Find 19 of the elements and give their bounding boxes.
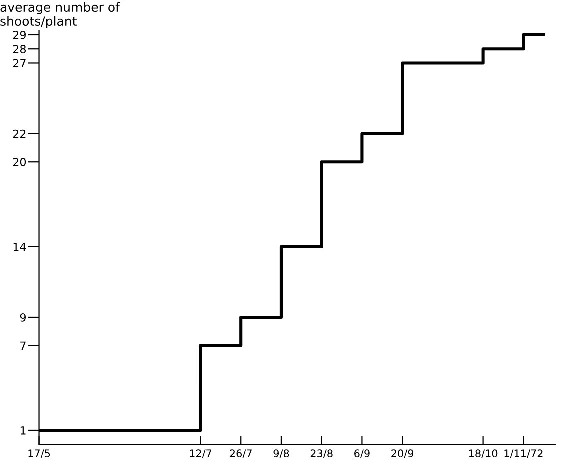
- x-tick-label: 26/7: [230, 450, 252, 458]
- x-tick-label: 23/8: [310, 450, 333, 458]
- y-tick-label: 20: [13, 158, 26, 166]
- x-tick-label: 17/5: [28, 450, 50, 458]
- x-tick-label: 6/9: [354, 450, 370, 458]
- y-axis-title: average number of shoots/plant: [0, 2, 120, 28]
- x-tick-label: 20/9: [392, 450, 414, 458]
- x-tick-label: 12/7: [190, 450, 212, 458]
- y-tick-label: 28: [13, 45, 26, 54]
- x-tick-label: 18/10: [469, 450, 498, 458]
- x-tick-label: 1/11/72: [504, 450, 543, 458]
- y-tick-label: 1: [20, 426, 26, 435]
- x-tick-label: 9/8: [274, 450, 290, 458]
- y-tick-label: 9: [20, 313, 26, 322]
- y-tick-label: 27: [13, 59, 26, 68]
- y-tick-label: 7: [20, 342, 26, 350]
- y-tick-label: 14: [14, 242, 26, 252]
- y-tick-label: 29: [13, 30, 26, 40]
- y-tick-label: 22: [13, 130, 26, 138]
